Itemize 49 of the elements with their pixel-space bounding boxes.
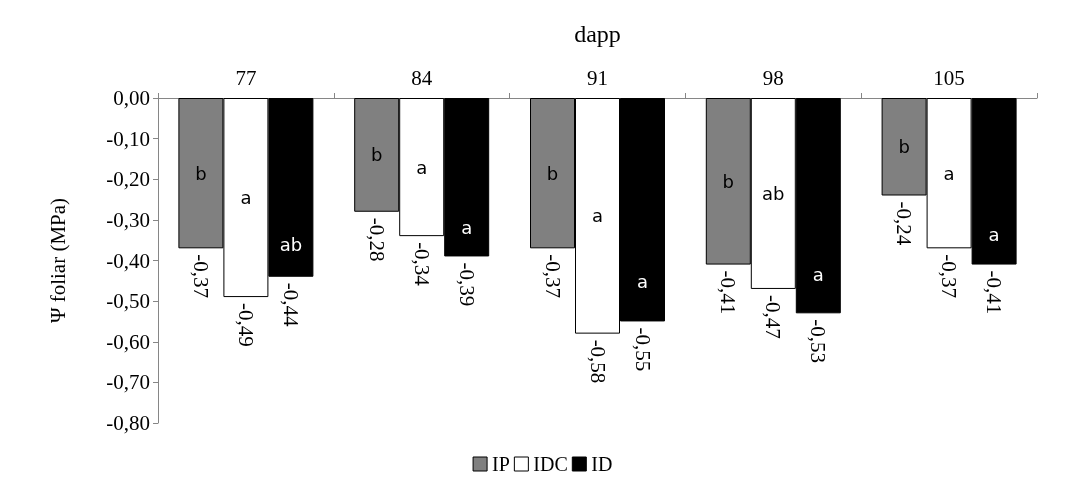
annotation: b bbox=[546, 162, 559, 184]
data-label: -0,49 bbox=[233, 303, 258, 347]
annotation: b bbox=[370, 144, 383, 166]
x-axis-title: dapp bbox=[574, 21, 621, 47]
annotation: a bbox=[812, 264, 824, 286]
annotation: a bbox=[591, 205, 604, 227]
data-label: -0,58 bbox=[585, 339, 610, 384]
y-tick-label: -0,70 bbox=[106, 370, 150, 395]
annotation: a bbox=[416, 156, 428, 178]
annotation: ab bbox=[762, 182, 785, 204]
data-label: -0,53 bbox=[806, 319, 831, 364]
x-tick-label: 91 bbox=[587, 65, 608, 90]
y-axis-title: Ψ foliar (MPa) bbox=[45, 197, 70, 324]
annotation: a bbox=[943, 162, 955, 184]
y-tick-label: 0,00 bbox=[113, 86, 150, 110]
y-tick-label: -0,40 bbox=[106, 248, 150, 273]
data-label: -0,28 bbox=[364, 217, 389, 262]
data-label: -0,37 bbox=[188, 254, 213, 299]
annotation: ab bbox=[279, 234, 303, 256]
data-label: -0,55 bbox=[630, 327, 655, 372]
annotation: a bbox=[636, 270, 649, 292]
y-tick-label: -0,20 bbox=[106, 167, 150, 192]
y-tick-label: -0,50 bbox=[106, 289, 150, 314]
data-label: -0,39 bbox=[454, 262, 479, 307]
y-tick-label: -0,80 bbox=[106, 411, 150, 435]
annotation: b bbox=[722, 170, 735, 192]
data-label: -0,37 bbox=[937, 254, 962, 299]
x-tick-label: 84 bbox=[411, 65, 433, 90]
x-tick-label: 77 bbox=[235, 65, 257, 90]
data-label: -0,37 bbox=[540, 254, 565, 299]
legend-label: IP bbox=[492, 453, 510, 475]
data-label: -0,41 bbox=[982, 270, 1007, 315]
y-tick-label: -0,30 bbox=[106, 207, 150, 232]
data-label: -0,41 bbox=[716, 270, 741, 315]
annotation: b bbox=[898, 136, 910, 158]
data-label: -0,47 bbox=[761, 294, 786, 339]
data-label: -0,44 bbox=[278, 282, 303, 327]
annotation: a bbox=[461, 217, 473, 239]
legend-label: ID bbox=[591, 453, 613, 475]
y-tick-label: -0,10 bbox=[106, 126, 150, 151]
data-label: -0,24 bbox=[892, 201, 917, 246]
annotation: a bbox=[988, 224, 1000, 246]
y-tick-label: -0,60 bbox=[106, 329, 150, 354]
x-tick-label: 105 bbox=[933, 65, 965, 90]
annotation: b bbox=[195, 162, 207, 184]
data-label: -0,34 bbox=[409, 242, 434, 287]
legend-label: IDC bbox=[533, 453, 568, 475]
annotation: a bbox=[240, 187, 252, 209]
x-tick-label: 98 bbox=[762, 65, 784, 90]
